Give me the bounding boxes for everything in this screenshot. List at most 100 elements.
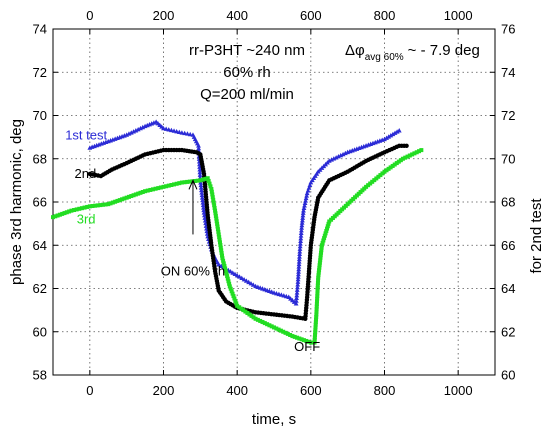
data-point	[314, 317, 319, 322]
data-point	[414, 150, 419, 155]
data-point	[318, 253, 323, 258]
data-point	[305, 188, 311, 193]
data-point	[297, 336, 302, 341]
x-top-tick-label: 600	[300, 8, 322, 23]
data-point	[296, 259, 302, 264]
x-tick-label: 1000	[444, 383, 473, 398]
data-point	[85, 204, 90, 209]
data-point	[106, 202, 111, 207]
data-point	[222, 263, 227, 268]
data-point	[296, 261, 302, 267]
data-point	[214, 219, 219, 224]
y2-tick-label: 60	[501, 368, 515, 383]
data-point	[316, 278, 321, 283]
data-point	[300, 210, 306, 215]
data-point	[226, 279, 231, 284]
data-point	[290, 334, 295, 339]
data-point	[296, 256, 302, 262]
data-point	[312, 340, 317, 345]
data-point	[303, 195, 309, 201]
data-point	[313, 332, 318, 337]
data-point	[323, 231, 328, 236]
data-point	[384, 135, 390, 140]
data-point	[87, 204, 92, 209]
data-point	[295, 284, 300, 290]
data-point	[315, 283, 320, 288]
data-point	[100, 202, 105, 207]
data-point	[299, 227, 304, 233]
x-axis-label: time, s	[252, 411, 296, 428]
data-point	[223, 266, 228, 271]
data-point	[295, 276, 301, 282]
data-point	[260, 320, 265, 325]
data-point	[392, 130, 398, 135]
data-point	[417, 149, 422, 154]
data-point	[74, 207, 79, 212]
data-point	[297, 241, 303, 246]
data-point	[301, 338, 306, 343]
data-point	[247, 312, 252, 317]
data-point	[296, 266, 302, 272]
data-point	[215, 224, 220, 229]
data-point	[215, 221, 220, 226]
data-point	[372, 178, 377, 183]
data-point	[317, 260, 322, 265]
data-point	[298, 235, 304, 241]
data-point	[230, 291, 235, 296]
data-point	[394, 129, 400, 134]
title-line-1: rr-P3HT ~240 nm	[189, 42, 305, 59]
data-point	[313, 327, 318, 332]
data-point	[320, 240, 325, 245]
data-point	[210, 195, 215, 200]
data-point	[382, 169, 387, 174]
data-point	[219, 250, 224, 255]
data-point	[224, 271, 229, 276]
data-point	[218, 263, 224, 268]
data-point	[325, 226, 330, 231]
data-point	[312, 338, 317, 343]
data-point	[239, 275, 245, 281]
data-point	[198, 180, 204, 185]
data-point	[64, 210, 69, 215]
data-point	[293, 301, 299, 306]
data-point	[217, 237, 222, 242]
data-point	[314, 309, 319, 314]
data-point	[216, 229, 221, 234]
data-point	[407, 153, 412, 158]
data-point	[294, 287, 300, 292]
data-point	[304, 338, 309, 343]
data-point	[262, 321, 267, 326]
annotation-layer: 1st test 2nd 3rd ON 60% rh OFF	[65, 127, 320, 354]
data-point	[169, 183, 174, 188]
data-point	[315, 286, 320, 291]
data-point	[298, 238, 304, 243]
data-point	[370, 179, 375, 184]
data-point	[209, 187, 214, 192]
data-point	[295, 274, 301, 279]
data-point	[57, 212, 62, 217]
data-point	[117, 198, 122, 203]
data-point	[364, 184, 369, 189]
data-point	[318, 258, 323, 263]
data-point	[396, 159, 401, 164]
y-tick-label: 62	[33, 281, 47, 296]
data-point	[388, 132, 394, 138]
data-point	[313, 325, 318, 330]
data-point	[303, 198, 308, 203]
data-point	[410, 152, 415, 157]
data-point	[298, 230, 304, 236]
data-point	[198, 182, 204, 188]
data-point	[313, 330, 318, 335]
data-point	[304, 190, 310, 196]
data-point	[196, 143, 201, 148]
data-point	[249, 313, 254, 318]
data-point	[317, 265, 322, 270]
data-point	[172, 182, 177, 187]
data-point	[225, 274, 230, 279]
y2-axis-label: for 2nd test	[528, 198, 545, 274]
data-point	[216, 262, 222, 267]
data-point	[253, 316, 258, 321]
data-point	[185, 131, 190, 136]
data-point	[412, 151, 417, 156]
